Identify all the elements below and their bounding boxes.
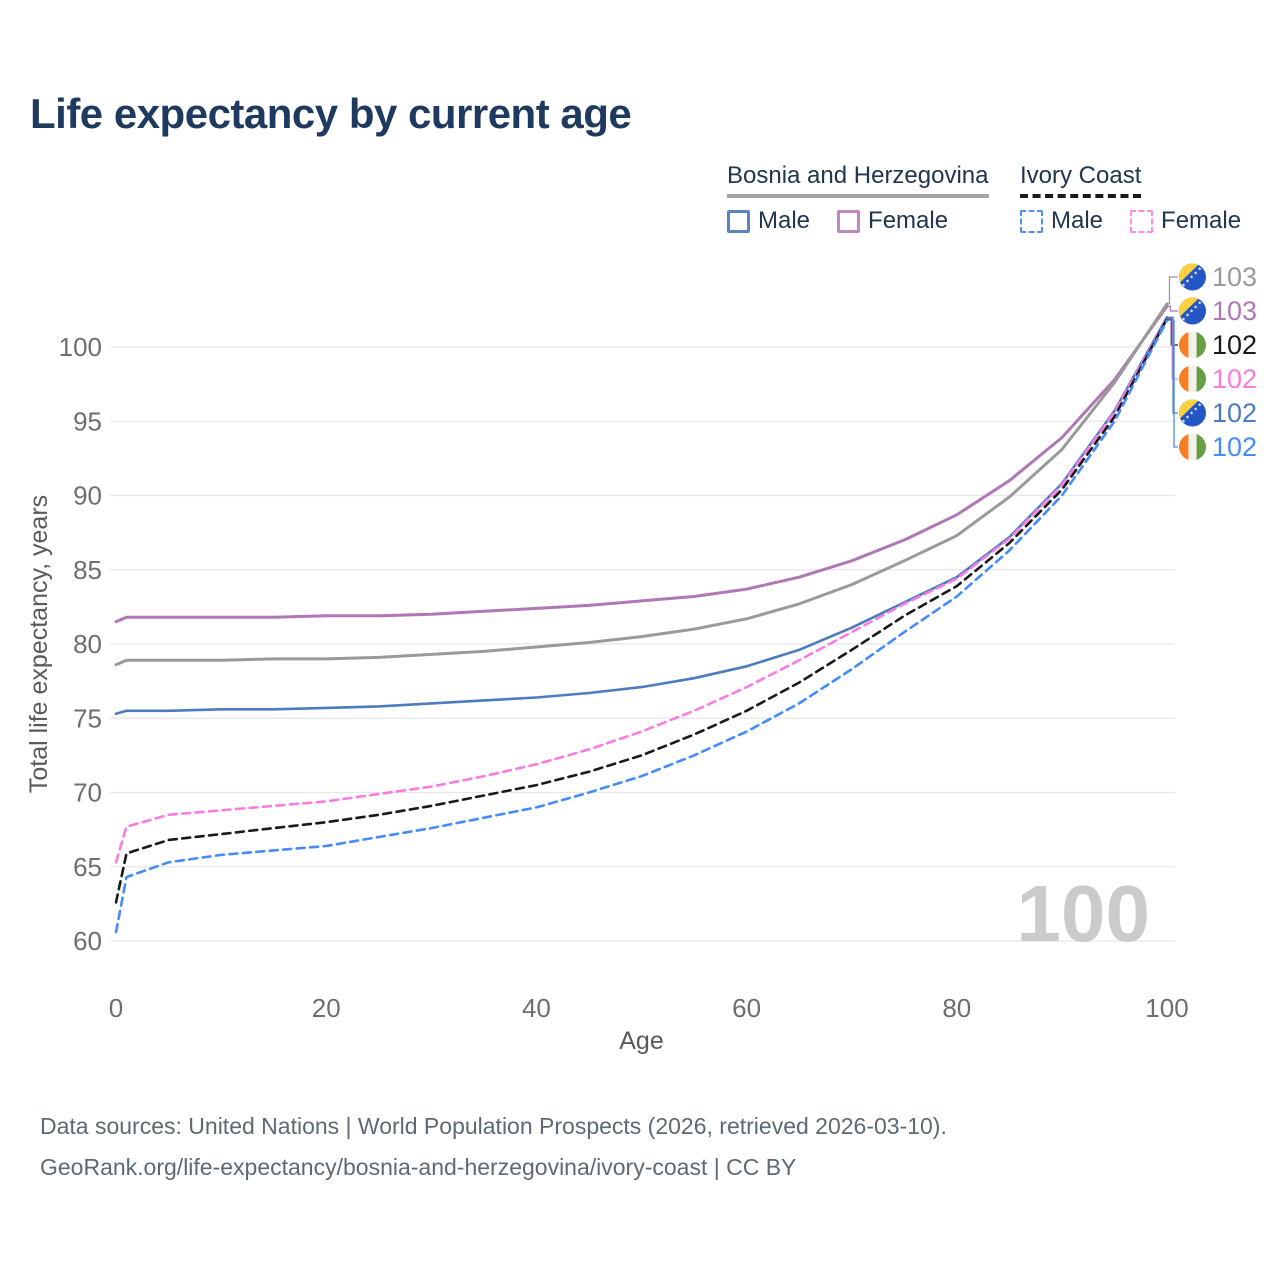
y-axis-title: Total life expectancy, years [25,495,53,793]
y-tick-label-70: 70 [73,778,102,808]
series-line-ivory-coast-total [114,317,1169,904]
legend-label-civ-male: Male [1051,207,1104,235]
series-line-ivory-coast-male [114,319,1169,934]
series-line-bosnia-and-herzegovina-male [114,316,1169,716]
y-tick-label-90: 90 [73,481,102,511]
footer-attribution: GeoRank.org/life-expectancy/bosnia-and-h… [40,1154,797,1180]
x-tick-label-20: 20 [312,993,341,1023]
ivory-coast-flag-icon [1179,434,1206,461]
age-counter-watermark: 100 [1017,869,1150,958]
x-tick-label-80: 80 [942,993,971,1023]
legend-group-title-ivory-coast: Ivory Coast [1020,162,1142,199]
legend-label-bih-female: Female [868,207,949,235]
endpoint-value-labels: 103 103 102 102 102 102 [1167,261,1257,462]
endpoint-value-label-3: 102 [1212,364,1257,394]
leader-line-3 [1167,317,1178,380]
x-axis-title: Age [619,1027,663,1055]
legend-item-bih-female[interactable]: Female [837,207,948,235]
bosnia-flag-icon [1176,295,1206,325]
x-tick-label-40: 40 [522,993,551,1023]
ivory-coast-flag-icon [1179,366,1206,393]
y-tick-label-100: 100 [59,332,102,362]
endpoint-value-label-2: 102 [1212,330,1257,360]
page-title: Life expectancy by current age [30,90,632,137]
endpoint-value-label-5: 102 [1212,432,1257,462]
x-tick-label-60: 60 [732,993,761,1023]
data-series-lines [114,302,1169,934]
leader-line-0 [1167,276,1178,305]
y-tick-label-95: 95 [73,406,102,436]
legend-swatch-bih-male[interactable] [727,209,750,233]
legend-label-bih-male: Male [758,207,811,235]
endpoint-value-label-1: 103 [1212,296,1257,326]
bosnia-flag-icon [1176,261,1206,291]
legend-item-civ-female[interactable]: Female [1130,207,1241,235]
legend-group-ivory-coast: Ivory Coast Male Female [1020,162,1268,235]
x-tick-label-0: 0 [109,993,123,1023]
leader-line-1 [1167,305,1178,312]
axis-labels: 60 65 70 75 80 85 90 95 100 0 20 40 60 80 100 Total lif… [25,332,1189,1055]
x-tick-label-100: 100 [1145,993,1188,1023]
footer: Data sources: United Nations | World Pop… [40,1106,947,1188]
legend-item-bih-male[interactable]: Male [727,207,810,235]
leader-line-4 [1167,316,1178,414]
series-line-ivory-coast-female [114,316,1169,864]
legend: Bosnia and Herzegovina Male Female Ivory… [0,162,1280,243]
endpoint-value-label-4: 102 [1212,398,1257,428]
y-tick-label-80: 80 [73,629,102,659]
y-tick-label-65: 65 [73,852,102,882]
y-tick-label-60: 60 [73,926,102,956]
series-line-bosnia-and-herzegovina-total [114,302,1169,667]
gridlines [110,346,1175,942]
bosnia-flag-icon [1176,397,1206,427]
legend-group-bosnia-and-herzegovina: Bosnia and Herzegovina Male Female [727,162,989,235]
y-tick-label-75: 75 [73,703,102,733]
legend-label-civ-female: Female [1161,207,1242,235]
footer-data-sources: Data sources: United Nations | World Pop… [40,1113,947,1139]
legend-swatch-civ-female[interactable] [1130,209,1154,233]
legend-group-title-bosnia: Bosnia and Herzegovina [727,162,989,199]
y-tick-label-85: 85 [73,555,102,585]
watermark-age-value: 100 [1017,869,1150,958]
ivory-coast-flag-icon [1179,332,1206,359]
series-line-bosnia-and-herzegovina-female [114,304,1169,624]
endpoint-value-label-0: 103 [1212,262,1257,292]
legend-swatch-bih-female[interactable] [837,209,861,233]
leader-line-5 [1167,319,1178,448]
legend-item-civ-male[interactable]: Male [1020,207,1103,235]
legend-swatch-civ-male[interactable] [1020,209,1043,233]
